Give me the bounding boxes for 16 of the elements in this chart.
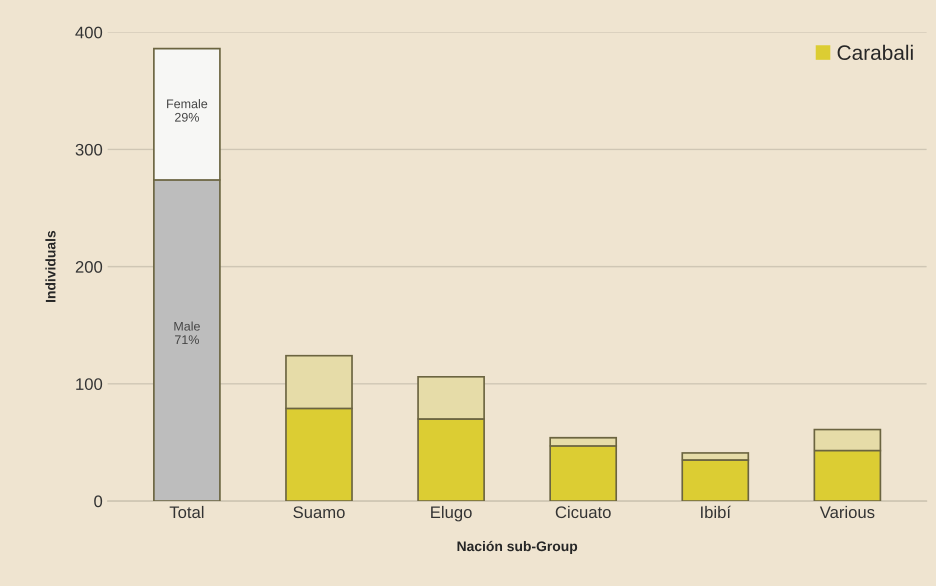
x-tick-label: Elugo [431, 506, 472, 522]
x-tick-label: Ibibí [701, 506, 731, 518]
x-tick-label: Various [820, 506, 874, 518]
y-axis-title: Individuals [45, 230, 56, 302]
x-tick-label: Cicuato [556, 506, 611, 518]
y-tick-label: 200 [76, 261, 102, 273]
x-tick-label: Total [170, 506, 204, 518]
y-tick-label: 300 [76, 144, 102, 156]
legend-label: Carabali [838, 44, 913, 60]
x-tick-label: Suamo [293, 506, 345, 518]
annotation: Female 29% [167, 99, 208, 122]
x-axis-title: Nación sub-Group [458, 540, 578, 554]
y-tick-label: 0 [94, 495, 102, 508]
y-tick-label: 400 [75, 26, 102, 38]
annotation: Male 71% [174, 321, 200, 344]
y-tick-label: 100 [76, 378, 102, 390]
